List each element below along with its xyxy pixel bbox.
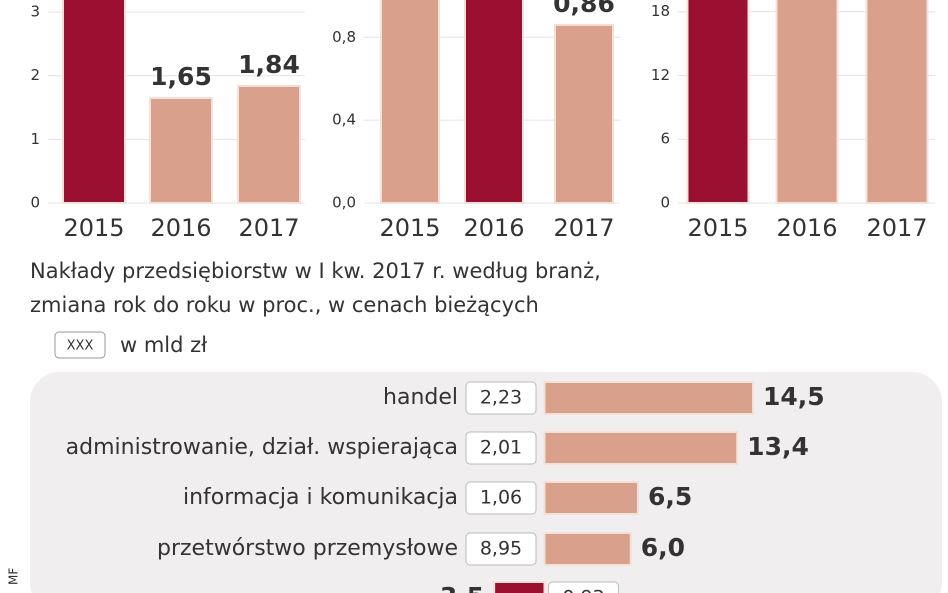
amount-label: 2,01 bbox=[480, 437, 522, 459]
bar bbox=[62, 0, 126, 205]
value-label: 6,5 bbox=[648, 482, 692, 511]
amount-label: 0,93 bbox=[562, 587, 604, 593]
value-label: 6,0 bbox=[641, 533, 685, 562]
bar bbox=[149, 97, 213, 204]
y-tick-label: 1 bbox=[30, 130, 40, 148]
value-label: 1,65 bbox=[150, 62, 212, 91]
y-tick-label: 12 bbox=[651, 66, 670, 84]
bar bbox=[464, 0, 524, 205]
bar bbox=[686, 0, 750, 205]
category-label: przetwórstwo przemysłowe bbox=[157, 536, 458, 561]
x-tick-label: 2016 bbox=[150, 214, 211, 242]
x-tick-label: 2017 bbox=[238, 214, 299, 242]
value-label: 0,86 bbox=[553, 0, 615, 18]
legend-label: w mld zł bbox=[120, 333, 207, 357]
amount-box bbox=[465, 381, 537, 415]
category-label: handel bbox=[383, 385, 458, 410]
legend-box-text: XXX bbox=[67, 339, 94, 354]
subtitle: zmiana rok do roku w proc., w cenach bie… bbox=[30, 293, 539, 317]
amount-label: 1,06 bbox=[480, 487, 522, 509]
y-tick-label: 18 bbox=[651, 2, 670, 20]
category-label: administrowanie, dział. wspierająca bbox=[66, 435, 458, 460]
amount-box bbox=[547, 581, 619, 593]
x-tick-label: 2017 bbox=[866, 214, 927, 242]
bar bbox=[543, 431, 739, 465]
bar bbox=[543, 381, 754, 415]
bar bbox=[493, 581, 546, 593]
value-label: 1,84 bbox=[238, 50, 300, 79]
amount-label: 8,95 bbox=[480, 538, 522, 560]
y-tick-label: 3 bbox=[30, 3, 40, 21]
bar bbox=[380, 0, 440, 205]
category-label: informacja i komunikacja bbox=[183, 485, 458, 510]
x-tick-label: 2015 bbox=[687, 214, 748, 242]
amount-box bbox=[465, 481, 537, 515]
value-label: 13,4 bbox=[747, 432, 809, 461]
bar bbox=[775, 0, 839, 204]
x-tick-label: 2016 bbox=[463, 214, 524, 242]
legend-box bbox=[54, 331, 106, 359]
y-tick-label: 6 bbox=[660, 130, 670, 148]
bar bbox=[865, 0, 929, 204]
x-tick-label: 2015 bbox=[379, 214, 440, 242]
y-tick-label: 0,8 bbox=[332, 28, 356, 46]
value-label: 14,5 bbox=[763, 382, 825, 411]
y-tick-label: 0 bbox=[660, 194, 670, 212]
bar bbox=[554, 23, 614, 204]
bar bbox=[543, 481, 639, 515]
y-tick-label: 0,0 bbox=[332, 194, 356, 212]
subtitle: Nakłady przedsiębiorstw w I kw. 2017 r. … bbox=[30, 259, 601, 283]
value-label: -3,5 bbox=[429, 582, 484, 593]
x-tick-label: 2016 bbox=[776, 214, 837, 242]
amount-box bbox=[465, 431, 537, 465]
bar bbox=[543, 532, 632, 566]
amount-label: 2,23 bbox=[480, 387, 522, 409]
amount-box bbox=[465, 532, 537, 566]
x-tick-label: 2017 bbox=[553, 214, 614, 242]
source: MF bbox=[7, 568, 21, 585]
y-tick-label: 0,4 bbox=[332, 111, 356, 129]
y-tick-label: 0 bbox=[30, 194, 40, 212]
bar bbox=[237, 84, 301, 204]
y-tick-label: 2 bbox=[30, 66, 40, 84]
x-tick-label: 2015 bbox=[63, 214, 124, 242]
